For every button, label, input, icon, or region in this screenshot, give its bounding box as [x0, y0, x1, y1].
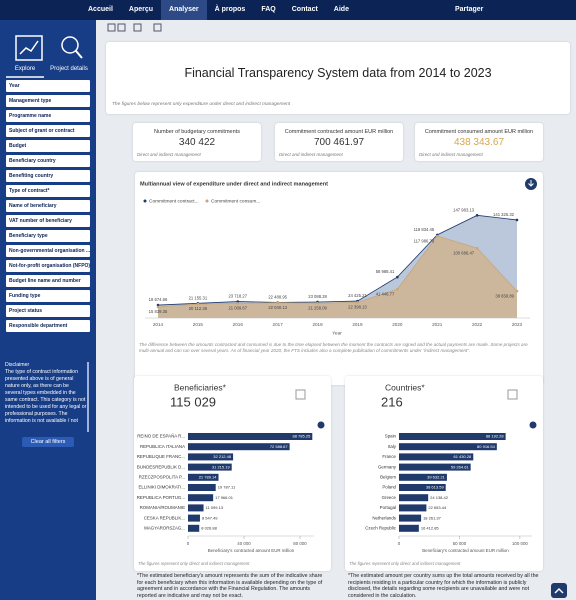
kpi-label: Commitment consumed amount EUR million	[424, 129, 534, 135]
toolbar-button[interactable]	[107, 23, 116, 32]
details-icon-handle	[75, 50, 83, 59]
kpi-card: Commitment contracted amount EUR million…	[275, 123, 403, 161]
scroll-top-button[interactable]	[551, 583, 567, 598]
disclaimer: Disclaimer The type of contract informat…	[5, 362, 89, 432]
filter-item[interactable]: Budget line name and number	[6, 275, 90, 287]
kpi-label: Number of budgetary commitments	[154, 129, 240, 135]
share-button[interactable]: Partager	[455, 6, 484, 13]
kpi-value: 438 343.67	[453, 137, 505, 148]
nav-item[interactable]: FAQ	[261, 6, 276, 13]
note-countries: *The estimated amount per country sums u…	[348, 573, 539, 599]
filter-item[interactable]: Beneficiary country	[6, 155, 90, 167]
filter-item[interactable]: Subject of grant or contract	[6, 125, 90, 137]
nav-item[interactable]: Aide	[333, 6, 349, 13]
details-icon[interactable]	[61, 36, 79, 54]
countries-card	[345, 376, 543, 571]
tab-project-details[interactable]: Project details	[50, 66, 88, 72]
scroll-top-icon	[554, 587, 564, 594]
toolbar-button[interactable]	[117, 23, 126, 32]
nav-item[interactable]: Contact	[291, 6, 318, 13]
disclaimer-title: Disclaimer	[5, 362, 30, 368]
page-title: Financial Transparency System data from …	[184, 66, 492, 80]
title-card: Financial Transparency System data from …	[106, 42, 570, 114]
filter-item[interactable]: Management type	[6, 95, 90, 107]
beneficiaries-card	[134, 376, 331, 571]
filter-item[interactable]: Responsible department	[6, 320, 90, 332]
kpi-note: Direct and indirect management	[279, 152, 343, 157]
filter-item[interactable]: Non-governmental organisation ...	[6, 245, 90, 257]
nav-item[interactable]: Aperçu	[128, 6, 154, 13]
filter-item[interactable]: Funding type	[6, 290, 90, 302]
filter-item[interactable]: Beneficiary type	[6, 230, 90, 242]
top-nav	[0, 0, 576, 20]
kpi-card: Number of budgetary commitments 340 422 Di…	[133, 123, 261, 161]
kpi-card: Commitment consumed amount EUR million 43…	[415, 123, 543, 161]
filter-item[interactable]: Programme name	[6, 110, 90, 122]
filter-item[interactable]: Name of beneficiary	[6, 200, 90, 212]
sidebar-icons	[6, 35, 83, 78]
line-chart-card: The difference between the amounts contr…	[135, 172, 543, 385]
nav-item[interactable]: Accueil	[88, 6, 113, 13]
toolbar-button[interactable]	[153, 23, 162, 32]
filter-item[interactable]: Type of contract*	[6, 185, 90, 197]
kpi-label: Commitment contracted amount EUR million	[284, 129, 394, 135]
toolbar-button[interactable]	[133, 23, 142, 32]
filter-item[interactable]: Benefiting country	[6, 170, 90, 182]
explore-icon[interactable]	[15, 35, 43, 61]
filter-item[interactable]: Year	[6, 80, 90, 92]
toolbar	[107, 23, 162, 32]
filter-item[interactable]: Budget	[6, 140, 90, 152]
nav-item[interactable]: Analyser	[161, 0, 207, 20]
disclaimer-text: The type of contract information present…	[5, 369, 87, 424]
kpi-value: 700 461.97	[313, 137, 365, 148]
line-footnote: The difference between the amounts contr…	[139, 342, 528, 353]
filter-item[interactable]: Project status	[6, 305, 90, 317]
filter-item[interactable]: VAT number of beneficiary	[6, 215, 90, 227]
nav-item[interactable]: À propos	[214, 6, 246, 13]
page-subtitle: The figures below represent only expendi…	[112, 102, 291, 107]
kpi-note: Direct and indirect management	[137, 152, 201, 157]
clear-filters-button[interactable]: Clear all filters	[22, 437, 74, 447]
filter-item[interactable]: Not-for-profit organisation (NFPO)	[6, 260, 90, 272]
kpi-value: 340 422	[178, 137, 216, 148]
kpi-note: Direct and indirect management	[419, 152, 483, 157]
tab-explore[interactable]: Explore	[14, 66, 36, 72]
explore-icon-line	[19, 40, 39, 55]
nav-items: Accueil Aperçu Analyser À propos FAQ Contact A…	[80, 0, 357, 20]
note-beneficiaries: *The estimated beneficiary's amount repr…	[137, 573, 323, 599]
